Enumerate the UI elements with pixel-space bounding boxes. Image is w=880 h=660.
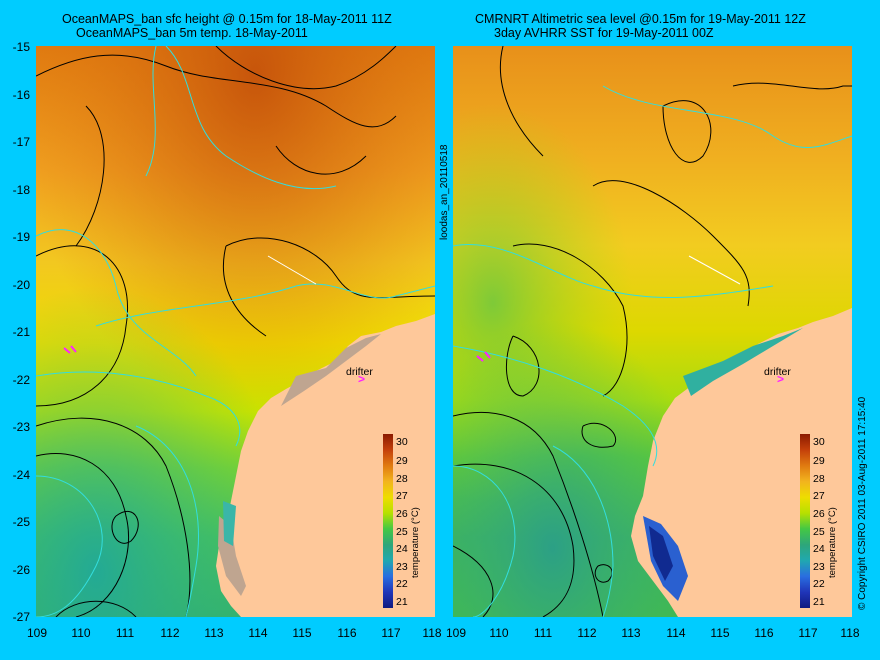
x-tick-label: 115: [292, 626, 312, 640]
drifter-label-right: drifter: [764, 366, 791, 378]
drifter-arrow-icon: >: [358, 372, 366, 386]
colorbar-label: 23: [396, 561, 408, 573]
y-tick-label: -20: [12, 278, 30, 292]
colorbar-label: 29: [813, 455, 825, 467]
x-tick-label: 118: [422, 626, 442, 640]
colorbar-label: 25: [813, 526, 825, 538]
right-title-line1: CMRNRT Altimetric sea level @0.15m for 1…: [475, 12, 806, 26]
x-tick-label: 109: [445, 626, 467, 640]
colorbar-label: 28: [396, 473, 408, 485]
colorbar-label: 30: [813, 436, 825, 448]
y-tick-label: -24: [12, 468, 30, 482]
colorbar-label: 24: [396, 543, 408, 555]
colorbar-label: 22: [396, 578, 408, 590]
copyright-label: © Copyright CSIRO 2011 03-Aug-2011 17:15…: [857, 396, 868, 610]
colorbar-label: 25: [396, 526, 408, 538]
colorbar-label: 22: [813, 578, 825, 590]
left-sst-map: [36, 46, 435, 617]
y-tick-label: -22: [12, 373, 30, 387]
colorbar-label: 26: [813, 508, 825, 520]
x-tick-label: 117: [798, 626, 818, 640]
y-tick-label: -18: [12, 183, 30, 197]
x-tick-label: 112: [577, 626, 597, 640]
colorbar-title: temperature (°C): [827, 507, 838, 578]
colorbar-label: 26: [396, 508, 408, 520]
colorbar-label: 23: [813, 561, 825, 573]
right-sst-map: [453, 46, 852, 617]
left-map-panel: [36, 46, 435, 617]
land-mass: [631, 308, 852, 617]
y-tick-label: -19: [12, 230, 30, 244]
x-tick-label: 110: [71, 626, 91, 640]
right-title-line2: 3day AVHRR SST for 19-May-2011 00Z: [494, 26, 714, 40]
x-tick-label: 114: [666, 626, 686, 640]
colorbar-label: 24: [813, 543, 825, 555]
colorbar-label: 21: [813, 596, 825, 608]
colorbar-label: 27: [813, 490, 825, 502]
y-tick-label: -17: [12, 135, 30, 149]
colorbar-label: 29: [396, 455, 408, 467]
y-tick-label: -23: [12, 420, 30, 434]
left-title-line1: OceanMAPS_ban sfc height @ 0.15m for 18-…: [62, 12, 392, 26]
colorbar-label: 21: [396, 596, 408, 608]
colorbar-scale: [800, 434, 810, 608]
colorbar-label: 27: [396, 490, 408, 502]
y-tick-label: -21: [12, 325, 30, 339]
left-title-line2: OceanMAPS_ban 5m temp. 18-May-2011: [76, 26, 308, 40]
x-tick-label: 111: [115, 626, 135, 640]
y-tick-label: -16: [12, 88, 30, 102]
colorbar-title: temperature (°C): [410, 507, 421, 578]
x-tick-label: 116: [754, 626, 774, 640]
y-tick-label: -25: [12, 515, 30, 529]
x-tick-label: 118: [840, 626, 860, 640]
run-id-label: loodas_an_20110518: [439, 144, 450, 240]
y-tick-label: -27: [12, 610, 30, 624]
drifter-arrow-icon: >: [777, 372, 785, 386]
y-tick-label: -26: [12, 563, 30, 577]
x-tick-label: 116: [337, 626, 357, 640]
drifter-label-left: drifter: [346, 366, 373, 378]
x-tick-label: 115: [710, 626, 730, 640]
x-tick-label: 114: [248, 626, 268, 640]
x-tick-label: 117: [381, 626, 401, 640]
y-tick-label: -15: [12, 40, 30, 54]
x-tick-label: 109: [26, 626, 48, 640]
x-tick-label: 113: [204, 626, 224, 640]
colorbar-label: 30: [396, 436, 408, 448]
right-map-panel: [453, 46, 852, 617]
colorbar-scale: [383, 434, 393, 608]
x-tick-label: 112: [160, 626, 180, 640]
x-tick-label: 113: [621, 626, 641, 640]
x-tick-label: 110: [489, 626, 509, 640]
land-mass: [216, 314, 435, 617]
colorbar-label: 28: [813, 473, 825, 485]
x-tick-label: 111: [533, 626, 553, 640]
